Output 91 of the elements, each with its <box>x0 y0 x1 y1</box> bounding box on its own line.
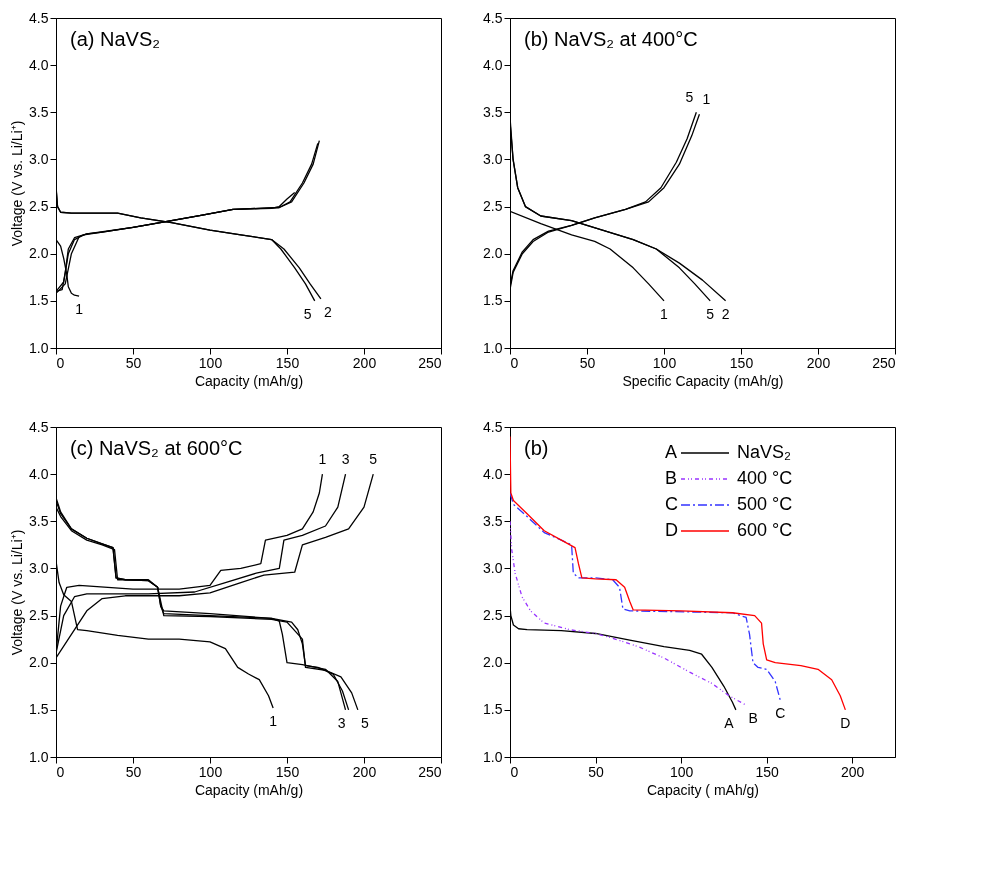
y-tick-label: 3.5 <box>29 512 49 529</box>
text: A <box>665 442 678 462</box>
y-tick-label: 4.5 <box>483 9 503 26</box>
y-tick-label: 1.0 <box>29 748 49 765</box>
text: (c) NaVS₂ at 600°C <box>70 437 243 459</box>
y-tick-label: 2.5 <box>29 607 49 624</box>
annotation: 3 <box>337 714 346 731</box>
x-tick-label: 50 <box>125 354 142 371</box>
x-tick-label: 150 <box>729 354 754 371</box>
y-tick-label: 1.0 <box>29 339 49 356</box>
legend-label: NaVS₂ <box>737 442 792 462</box>
x-tick-label: 200 <box>841 763 865 780</box>
y-tick-label: 1.5 <box>29 701 49 718</box>
annotation: B <box>748 710 758 727</box>
annotation: 1 <box>702 91 711 108</box>
annotation: 5 <box>369 451 378 468</box>
x-tick-label: 0 <box>510 763 519 780</box>
y-tick-label: 3.5 <box>29 103 49 120</box>
text: B <box>665 468 678 488</box>
y-tick-label: 3.0 <box>29 559 49 576</box>
annotation: 1 <box>269 712 278 729</box>
y-tick-label: 4.5 <box>483 418 503 435</box>
y-tick-label: 1.5 <box>483 292 503 309</box>
x-tick-label: 50 <box>125 763 142 780</box>
y-tick-label: 3.0 <box>29 150 49 167</box>
y-tick-label: 4.5 <box>29 418 49 435</box>
x-tick-label: 250 <box>872 354 896 371</box>
y-tick-label: 2.5 <box>29 198 49 215</box>
y-tick-label: 3.5 <box>483 103 503 120</box>
x-tick-label: 100 <box>652 354 677 371</box>
y-tick-label: 1.5 <box>483 701 503 718</box>
annotation: 5 <box>360 714 369 731</box>
x-axis-title: Capacity (mAh/g) <box>194 781 304 798</box>
y-tick-label: 2.5 <box>483 607 503 624</box>
text: D <box>665 520 678 540</box>
annotation: 1 <box>75 301 84 318</box>
text: (b) NaVS₂ at 400°C <box>524 28 698 50</box>
annotation: 5 <box>685 89 694 106</box>
y-tick-label: 3.0 <box>483 559 503 576</box>
y-tick-label: 4.0 <box>29 465 49 482</box>
legend-label: 600 °C <box>737 520 793 540</box>
y-tick-label: 4.0 <box>483 465 503 482</box>
x-tick-label: 0 <box>56 763 65 780</box>
y-tick-label: 2.0 <box>483 245 503 262</box>
y-tick-label: 3.0 <box>483 150 503 167</box>
y-tick-label: 1.0 <box>483 339 503 356</box>
x-axis-title: Capacity ( mAh/g) <box>646 781 760 798</box>
x-tick-label: 250 <box>418 763 442 780</box>
x-axis-title: Capacity (mAh/g) <box>194 372 304 389</box>
x-tick-label: 200 <box>352 354 377 371</box>
annotation: 3 <box>341 451 350 468</box>
x-tick-label: 150 <box>275 354 300 371</box>
y-tick-label: 1.5 <box>29 292 49 309</box>
y-tick-label: 2.0 <box>29 654 49 671</box>
y-tick-label: 2.0 <box>29 245 49 262</box>
legend-label: 400 °C <box>737 468 793 488</box>
x-tick-label: 100 <box>669 763 694 780</box>
x-tick-label: 200 <box>352 763 377 780</box>
annotation: 1 <box>318 451 327 468</box>
annotation: 2 <box>721 305 730 322</box>
x-tick-label: 200 <box>806 354 831 371</box>
x-tick-label: 50 <box>579 354 596 371</box>
x-tick-label: 0 <box>510 354 519 371</box>
y-axis-title: Voltage (V vs. Li/Li⁺) <box>9 529 26 656</box>
x-tick-label: 0 <box>56 354 65 371</box>
annotation: 5 <box>303 305 312 322</box>
annotation: C <box>775 705 786 722</box>
x-tick-label: 100 <box>198 354 223 371</box>
y-tick-label: 4.5 <box>29 9 49 26</box>
annotation: D <box>840 714 851 731</box>
x-tick-label: 150 <box>755 763 780 780</box>
annotation: 5 <box>706 305 715 322</box>
y-tick-label: 4.0 <box>29 56 49 73</box>
x-tick-label: 150 <box>275 763 300 780</box>
y-axis-title: Voltage (V vs. Li/Li⁺) <box>9 120 26 247</box>
legend-label: 500 °C <box>737 494 793 514</box>
y-tick-label: 4.0 <box>483 56 503 73</box>
y-tick-label: 2.5 <box>483 198 503 215</box>
text: (b) <box>524 437 549 459</box>
annotation: A <box>724 714 735 731</box>
x-tick-label: 50 <box>588 763 605 780</box>
x-axis-title: Specific Capacity (mAh/g) <box>622 372 784 389</box>
annotation: 2 <box>323 303 332 320</box>
y-tick-label: 2.0 <box>483 654 503 671</box>
annotation: 1 <box>660 305 669 322</box>
text: C <box>665 494 678 514</box>
y-tick-label: 3.5 <box>483 512 503 529</box>
x-tick-label: 250 <box>418 354 442 371</box>
x-tick-label: 100 <box>198 763 223 780</box>
text: (a) NaVS₂ <box>70 28 161 50</box>
y-tick-label: 1.0 <box>483 748 503 765</box>
